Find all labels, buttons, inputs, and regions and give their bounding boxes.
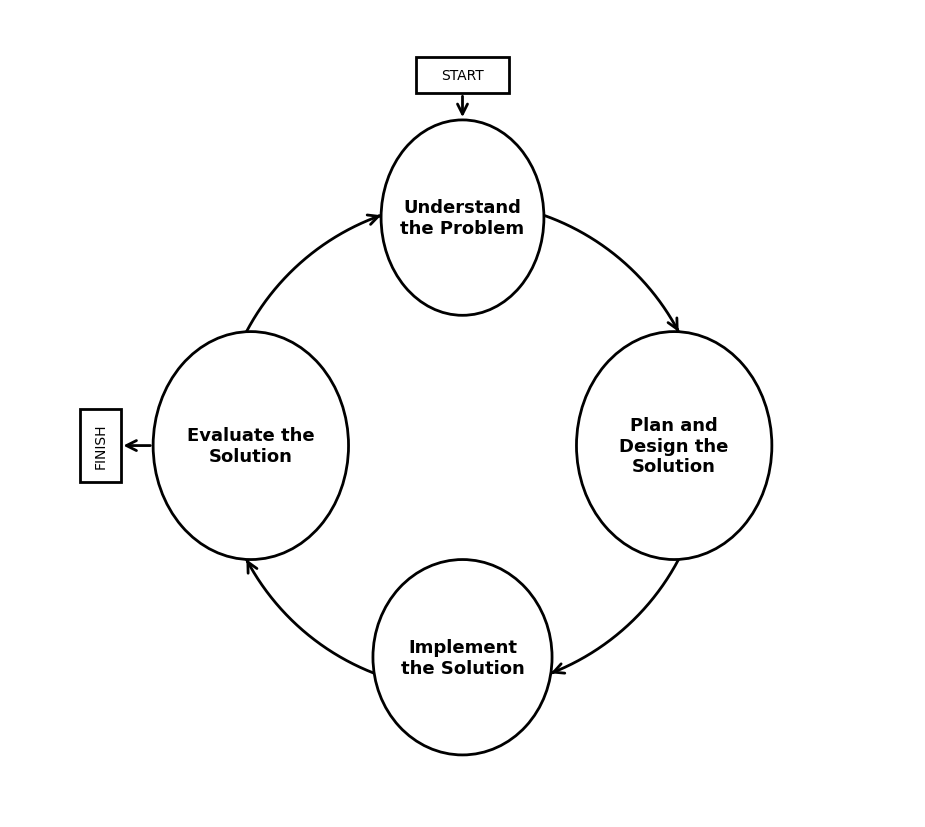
- FancyBboxPatch shape: [80, 409, 120, 483]
- Text: Evaluate the
Solution: Evaluate the Solution: [187, 427, 314, 466]
- Ellipse shape: [576, 332, 771, 560]
- Text: Implement
the Solution: Implement the Solution: [401, 638, 524, 676]
- Text: Plan and
Design the
Solution: Plan and Design the Solution: [620, 416, 729, 476]
- Ellipse shape: [154, 332, 349, 560]
- FancyBboxPatch shape: [415, 58, 510, 94]
- Ellipse shape: [381, 121, 544, 316]
- Text: Understand
the Problem: Understand the Problem: [401, 199, 524, 237]
- Ellipse shape: [373, 560, 552, 755]
- Text: START: START: [441, 69, 484, 83]
- Text: FINISH: FINISH: [93, 423, 107, 469]
